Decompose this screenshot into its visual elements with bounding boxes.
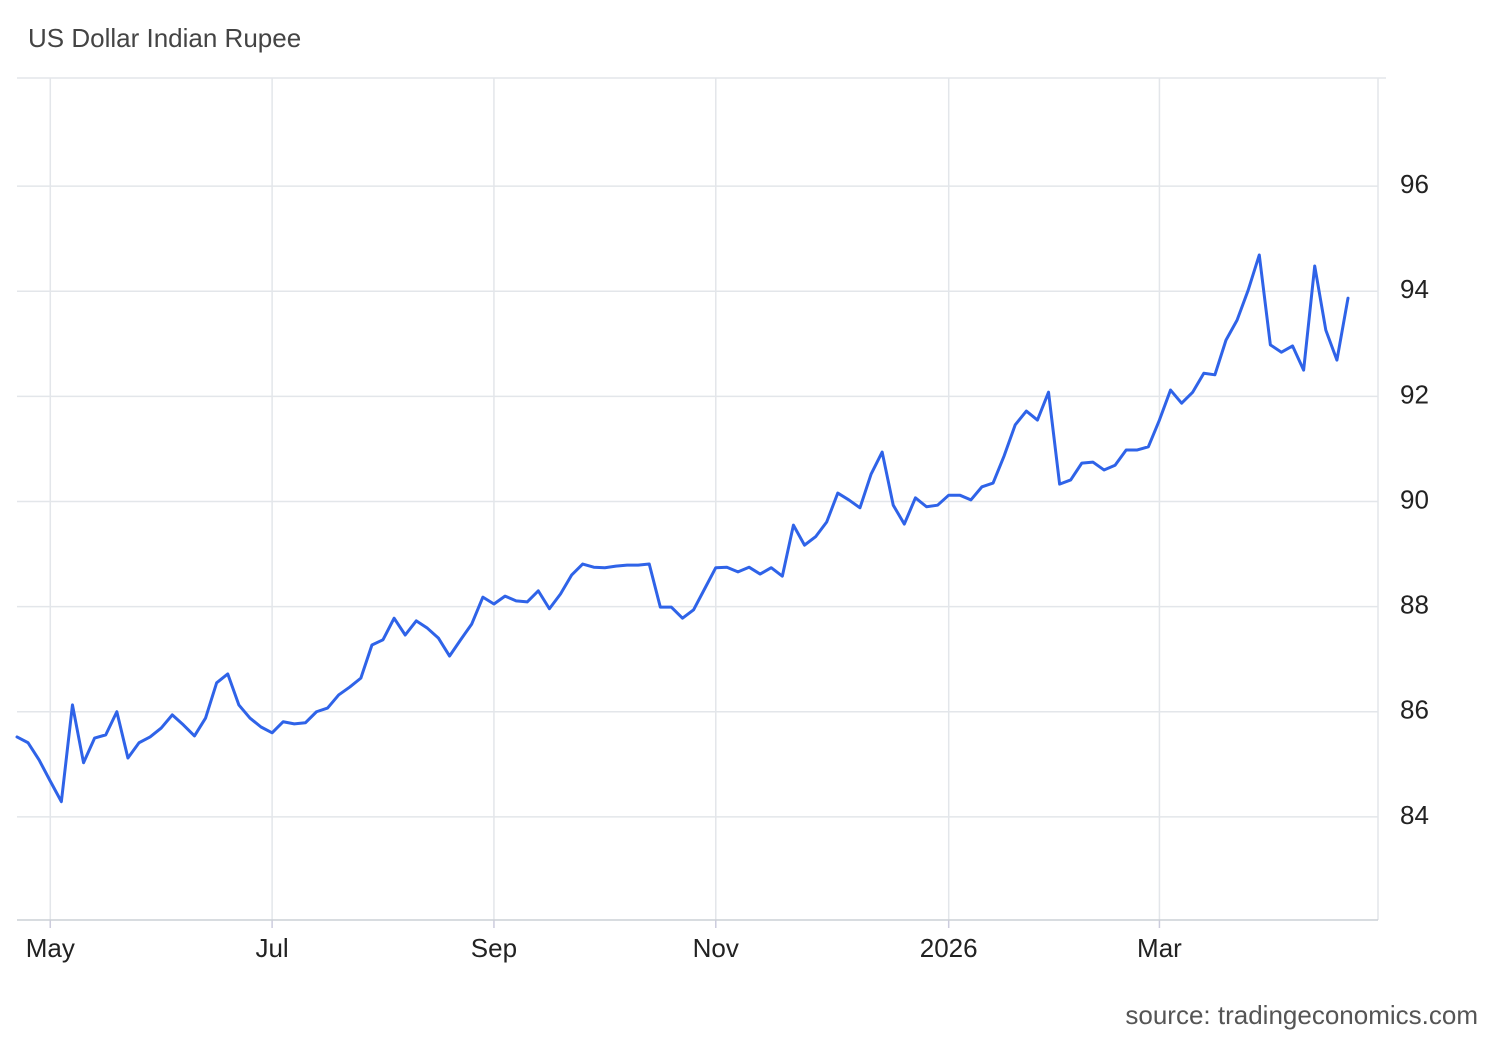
x-tick-label: May xyxy=(26,933,75,963)
y-tick-label: 88 xyxy=(1400,590,1429,620)
y-tick-label: 86 xyxy=(1400,695,1429,725)
y-tick-label: 96 xyxy=(1400,169,1429,199)
x-tick-label: Jul xyxy=(255,933,288,963)
price-line xyxy=(15,253,1350,804)
source-note: source: tradingeconomics.com xyxy=(1125,1000,1478,1030)
y-tick-label: 90 xyxy=(1400,484,1429,514)
y-tick-label: 94 xyxy=(1400,274,1429,304)
x-tick-label: 2026 xyxy=(920,933,978,963)
y-tick-label: 84 xyxy=(1400,800,1429,830)
x-tick-label: Sep xyxy=(471,933,517,963)
y-tick-label: 92 xyxy=(1400,379,1429,409)
x-tick-label: Nov xyxy=(693,933,739,963)
chart-title: US Dollar Indian Rupee xyxy=(28,23,301,53)
x-tick-label: Mar xyxy=(1137,933,1182,963)
